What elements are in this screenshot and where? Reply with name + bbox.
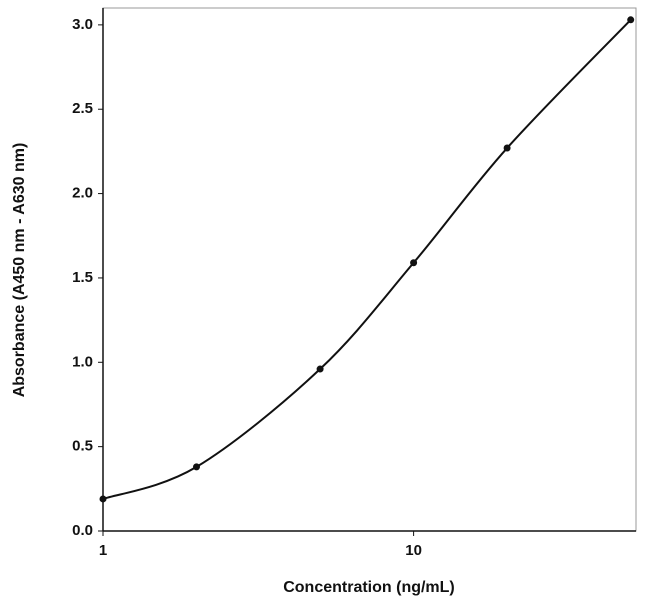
y-tick-label: 2.5 — [72, 100, 93, 117]
point — [193, 463, 201, 471]
y-tick-label: 0.0 — [72, 522, 93, 539]
x-tick-label: 10 — [405, 542, 422, 559]
y-tick-label: 0.5 — [72, 438, 93, 455]
y-tick-label: 1.0 — [72, 353, 93, 370]
point — [410, 259, 418, 267]
point — [503, 144, 511, 152]
point — [627, 16, 635, 24]
point — [316, 365, 324, 373]
y-axis-label: Absorbance (A450 nm - A630 nm) — [11, 143, 28, 398]
x-tick-label: 1 — [99, 542, 107, 559]
curve — [102, 19, 632, 500]
y-tick-label: 3.0 — [72, 16, 93, 33]
y-tick-label: 2.0 — [72, 185, 93, 202]
y-tick-label: 1.5 — [72, 269, 93, 286]
point — [99, 495, 107, 503]
plot-frame — [102, 7, 637, 532]
x-axis-label: Concentration (ng/mL) — [283, 579, 455, 596]
